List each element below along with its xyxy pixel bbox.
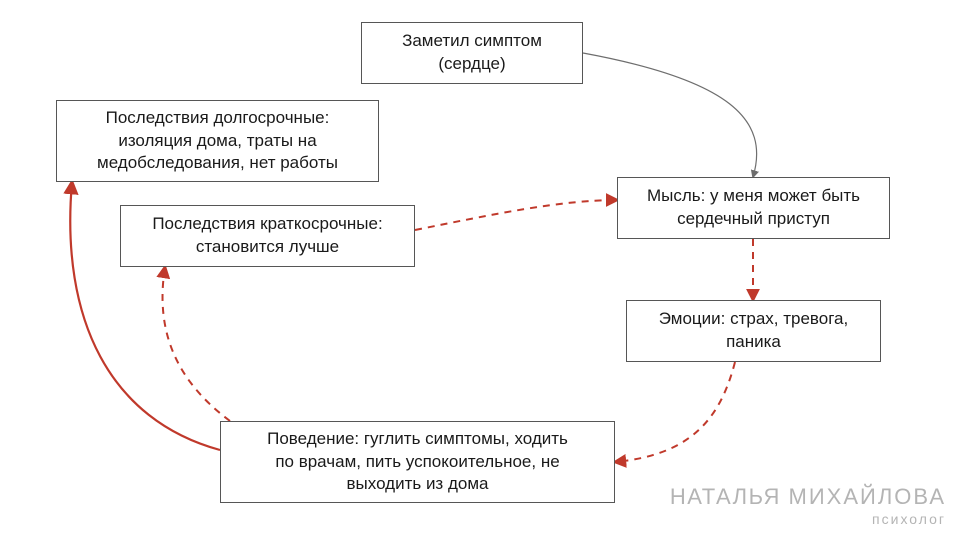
edge-behavior-to-short — [163, 267, 230, 421]
author-subtitle: психолог — [670, 511, 946, 529]
edge-symptom-to-thought — [583, 53, 757, 177]
author-watermark: НАТАЛЬЯ МИХАЙЛОВА психолог — [670, 483, 946, 528]
node-consequences-short: Последствия краткосрочные:становится луч… — [120, 205, 415, 267]
author-first-name: НАТАЛЬЯ — [670, 484, 781, 509]
node-behavior: Поведение: гуглить симптомы, ходитьпо вр… — [220, 421, 615, 503]
author-last-name: МИХАЙЛОВА — [789, 484, 946, 509]
edge-short-to-thought — [415, 200, 617, 230]
edge-emotion-to-behavior — [615, 362, 735, 462]
node-consequences-long: Последствия долгосрочные:изоляция дома, … — [56, 100, 379, 182]
node-thought: Мысль: у меня может бытьсердечный присту… — [617, 177, 890, 239]
node-symptom: Заметил симптом(сердце) — [361, 22, 583, 84]
node-emotion: Эмоции: страх, тревога,паника — [626, 300, 881, 362]
